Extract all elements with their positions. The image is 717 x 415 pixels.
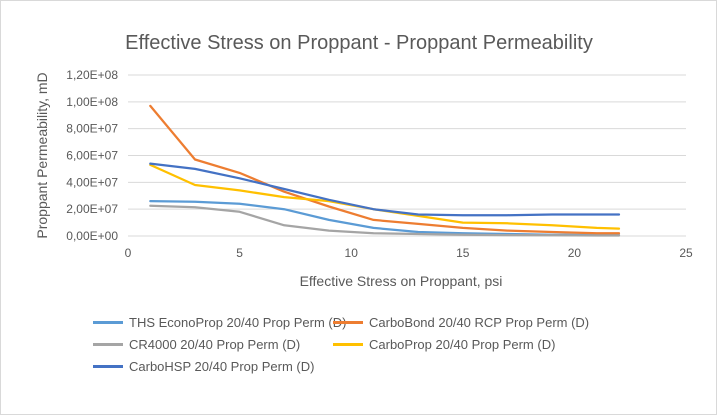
legend-label: CarboHSP 20/40 Prop Perm (D) xyxy=(129,359,315,374)
x-tick-label: 5 xyxy=(236,246,243,260)
legend-label: THS EconoProp 20/40 Prop Perm (D) xyxy=(129,315,347,330)
y-tick-label: 1,00E+08 xyxy=(66,95,118,109)
legend-swatch xyxy=(93,343,123,346)
series-line-2 xyxy=(149,104,621,235)
legend-swatch xyxy=(93,365,123,368)
legend-swatch xyxy=(93,321,123,324)
legend-label: CR4000 20/40 Prop Perm (D) xyxy=(129,337,301,352)
x-tick-label: 25 xyxy=(679,246,693,260)
legend-label: CarboBond 20/40 RCP Prop Perm (D) xyxy=(369,315,590,330)
x-tick-label: 15 xyxy=(456,246,470,260)
y-tick-label: 1,20E+08 xyxy=(66,68,118,82)
series-line-1 xyxy=(149,199,621,237)
y-tick-label: 0,00E+00 xyxy=(66,229,118,243)
legend-swatch xyxy=(333,343,363,346)
legend-item: CarboHSP 20/40 Prop Perm (D) xyxy=(93,359,314,374)
chart-title: Effective Stress on Proppant - Proppant … xyxy=(125,32,593,54)
legend-item: CarboProp 20/40 Prop Perm (D) xyxy=(333,337,555,352)
legend-item: THS EconoProp 20/40 Prop Perm (D) xyxy=(93,315,346,330)
x-tick-label: 20 xyxy=(568,246,582,260)
legend-item: CarboBond 20/40 RCP Prop Perm (D) xyxy=(333,315,589,330)
y-tick-label: 8,00E+07 xyxy=(66,122,118,136)
y-tick-label: 2,00E+07 xyxy=(66,202,118,216)
x-tick-label: 0 xyxy=(125,246,132,260)
series-line-5 xyxy=(149,162,621,217)
y-axis-label: Proppant Permeability, mD xyxy=(34,72,50,238)
legend-label: CarboProp 20/40 Prop Perm (D) xyxy=(369,337,556,352)
series-line-3 xyxy=(149,204,621,237)
x-axis-label: Effective Stress on Proppant, psi xyxy=(300,273,503,289)
legend-item: CR4000 20/40 Prop Perm (D) xyxy=(93,337,300,352)
y-tick-label: 4,00E+07 xyxy=(66,175,118,189)
legend-swatch xyxy=(333,321,363,324)
x-tick-label: 10 xyxy=(345,246,359,260)
y-tick-label: 6,00E+07 xyxy=(66,149,118,163)
